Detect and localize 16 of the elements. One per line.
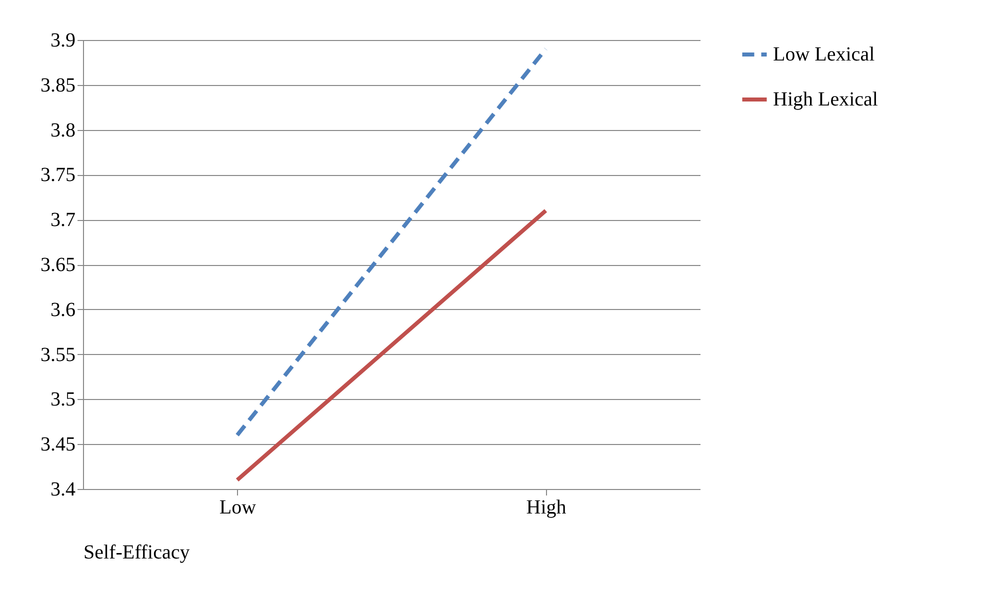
y-tick-label: 3.45 (40, 434, 76, 456)
y-tick-label: 3.55 (40, 344, 76, 366)
y-tick-label: 3.65 (40, 254, 76, 276)
x-axis-title: Self-Efficacy (84, 542, 190, 564)
y-tick-label: 3.8 (50, 119, 76, 142)
y-tick-label: 3.85 (40, 74, 76, 96)
y-tick-label: 3.7 (50, 209, 76, 232)
y-tick-label: 3.5 (50, 388, 76, 411)
x-tick-label: High (526, 496, 566, 518)
legend-label: High Lexical (773, 88, 878, 110)
y-tick-label: 3.75 (40, 164, 76, 186)
x-tick-label: Low (219, 496, 257, 518)
y-tick-label: 3.4 (50, 478, 76, 500)
y-tick-label: 3.9 (50, 30, 76, 52)
legend-label: Low Lexical (773, 44, 876, 66)
y-tick-label: 3.6 (50, 298, 76, 321)
